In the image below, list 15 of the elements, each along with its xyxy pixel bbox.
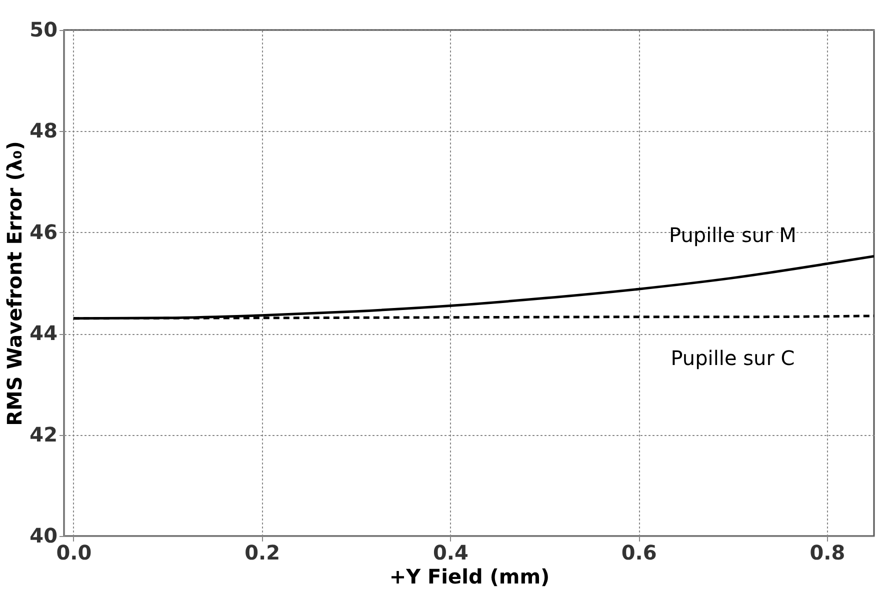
y-axis-title: RMS Wavefront Error (λ₀) xyxy=(2,141,27,426)
y-tick-label: 42 xyxy=(30,422,58,446)
x-tick-label: 0.6 xyxy=(621,540,657,564)
y-tick-label: 40 xyxy=(30,524,58,548)
y-tick-label: 48 xyxy=(30,118,58,143)
x-tick-label: 0.0 xyxy=(56,540,92,564)
x-tick-label: 0.4 xyxy=(432,540,468,564)
x-axis-title: +Y Field (mm) xyxy=(389,564,550,588)
series-label: Pupille sur C xyxy=(670,346,795,370)
y-tick-label: 46 xyxy=(30,220,58,244)
series-label: Pupille sur M xyxy=(669,222,796,247)
y-tick-label: 44 xyxy=(30,321,58,346)
y-tick-label: 50 xyxy=(30,18,58,42)
x-tick-label: 0.8 xyxy=(810,540,846,564)
x-tick-label: 0.2 xyxy=(244,540,280,564)
